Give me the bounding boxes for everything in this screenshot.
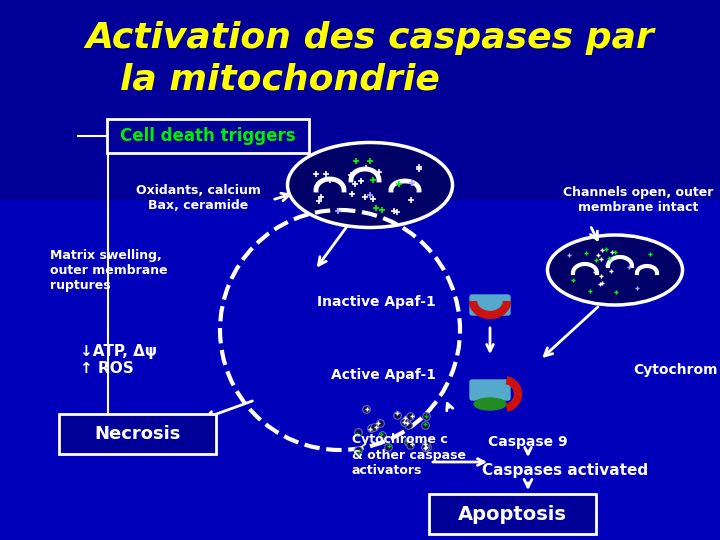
Ellipse shape: [547, 235, 683, 305]
FancyBboxPatch shape: [429, 494, 596, 534]
Text: Necrosis: Necrosis: [94, 425, 181, 443]
Text: Oxidants, calcium
Bax, ceramide: Oxidants, calcium Bax, ceramide: [135, 184, 261, 212]
Text: Matrix swelling,
outer membrane
ruptures: Matrix swelling, outer membrane ruptures: [50, 248, 168, 292]
Ellipse shape: [287, 143, 452, 227]
Text: Apoptosis: Apoptosis: [458, 504, 567, 523]
FancyBboxPatch shape: [470, 380, 510, 400]
Text: Cytochrom: Cytochrom: [634, 363, 718, 377]
Text: Channels open, outer
membrane intact: Channels open, outer membrane intact: [563, 186, 714, 214]
Text: la mitochondrie: la mitochondrie: [120, 63, 440, 97]
Bar: [0, 200, 720, 540]
Text: Cytochrome c
& other caspase
activators: Cytochrome c & other caspase activators: [352, 434, 466, 476]
FancyBboxPatch shape: [107, 119, 309, 153]
Text: Caspase 9: Caspase 9: [488, 435, 568, 449]
Text: Inactive Apaf-1: Inactive Apaf-1: [318, 295, 436, 309]
Text: Cell death triggers: Cell death triggers: [120, 127, 296, 145]
Ellipse shape: [474, 398, 506, 410]
FancyBboxPatch shape: [470, 295, 510, 315]
Text: ↓ATP, Δψ
↑ ROS: ↓ATP, Δψ ↑ ROS: [80, 344, 157, 376]
Text: Caspases activated: Caspases activated: [482, 462, 648, 477]
Text: Active Apaf-1: Active Apaf-1: [331, 368, 436, 382]
Text: Activation des caspases par: Activation des caspases par: [86, 21, 654, 55]
FancyBboxPatch shape: [59, 414, 216, 454]
